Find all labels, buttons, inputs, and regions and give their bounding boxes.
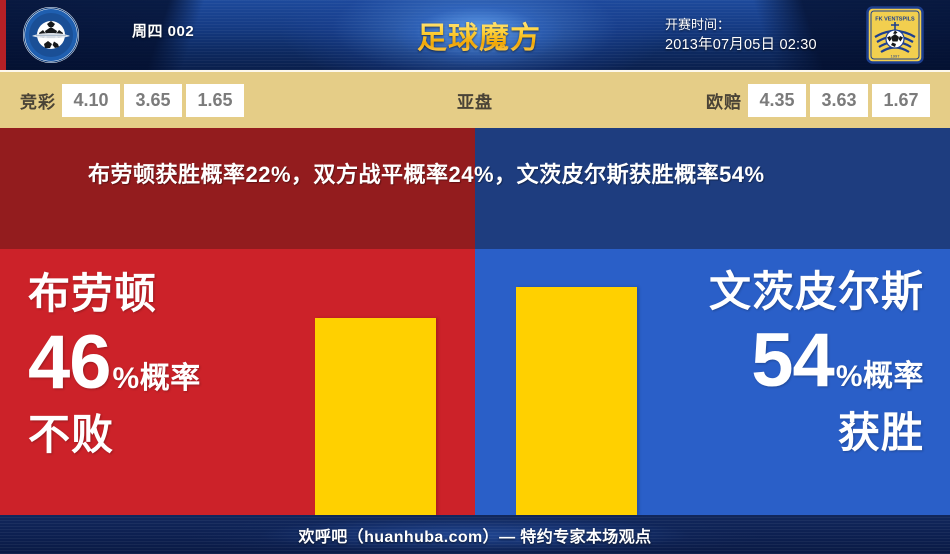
summary-text: 布劳顿获胜概率22%，双方战平概率24%，文茨皮尔斯获胜概率54% <box>88 162 765 187</box>
header-bar: 周四 002 足球魔方 开赛时间： 2013年07月05日 02:30 FK V… <box>0 0 950 70</box>
home-team-name: 布劳顿 <box>28 270 158 317</box>
odds-european-away[interactable]: 1.67 <box>872 84 930 117</box>
odds-group-jingcai: 竞彩 4.10 3.65 1.65 <box>20 84 244 117</box>
away-probability-row: 54 %概率 <box>709 323 924 399</box>
odds-label-asian-handicap[interactable]: 亚盘 <box>457 93 493 112</box>
odds-group-european: 欧赔 4.35 3.63 1.67 <box>706 84 930 117</box>
svg-text:FK VENTSPILS: FK VENTSPILS <box>875 17 915 23</box>
home-team-badge-icon[interactable] <box>22 6 80 64</box>
header-accent-stripe <box>0 0 6 70</box>
odds-european-draw[interactable]: 3.63 <box>810 84 868 117</box>
match-number-label: 周四 002 <box>132 23 195 40</box>
summary-half-home <box>0 128 475 249</box>
odds-jingcai-home[interactable]: 4.10 <box>62 84 120 117</box>
bar-home-probability <box>315 318 436 515</box>
odds-european-home[interactable]: 4.35 <box>748 84 806 117</box>
summary-band: 布劳顿获胜概率22%，双方战平概率24%，文茨皮尔斯获胜概率54% <box>0 128 950 249</box>
kickoff-datetime: 2013年07月05日 02:30 <box>665 37 817 53</box>
svg-text:1997: 1997 <box>891 54 901 59</box>
kickoff-label: 开赛时间： <box>665 17 731 32</box>
away-team-badge-icon[interactable]: FK VENTSPILS 1997 <box>866 6 924 64</box>
bar-away-probability <box>516 287 637 515</box>
odds-label-european: 欧赔 <box>706 93 742 112</box>
home-probability-suffix: %概率 <box>112 362 201 395</box>
odds-jingcai-draw[interactable]: 3.65 <box>124 84 182 117</box>
footer-bar: 欢呼吧（huanhuba.com）— 特约专家本场观点 <box>0 515 950 554</box>
away-team-name: 文茨皮尔斯 <box>708 268 924 315</box>
brand-logo[interactable]: 足球魔方 <box>395 4 563 66</box>
away-team-stats: 文茨皮尔斯 54 %概率 获胜 <box>709 267 924 457</box>
footer-attribution[interactable]: 欢呼吧（huanhuba.com）— 特约专家本场观点 <box>298 528 652 546</box>
brand-logo-text: 足球魔方 <box>417 13 541 57</box>
home-result-label: 不败 <box>28 411 115 458</box>
summary-half-away <box>475 128 950 249</box>
kickoff-info: 开赛时间： 2013年07月05日 02:30 <box>665 14 817 56</box>
away-result-label: 获胜 <box>837 409 924 456</box>
away-probability-value: 54 <box>751 318 835 403</box>
odds-bar: 竞彩 4.10 3.65 1.65 亚盘 欧赔 4.35 3.63 1.67 <box>0 70 950 128</box>
home-probability-value: 46 <box>28 320 112 405</box>
home-probability-row: 46 %概率 <box>28 325 201 401</box>
odds-label-jingcai: 竞彩 <box>20 93 56 112</box>
probability-chart: 布劳顿 46 %概率 不败 文茨皮尔斯 54 %概率 获胜 <box>0 249 950 515</box>
away-probability-suffix: %概率 <box>835 360 924 393</box>
odds-jingcai-away[interactable]: 1.65 <box>186 84 244 117</box>
home-team-stats: 布劳顿 46 %概率 不败 <box>28 269 201 459</box>
